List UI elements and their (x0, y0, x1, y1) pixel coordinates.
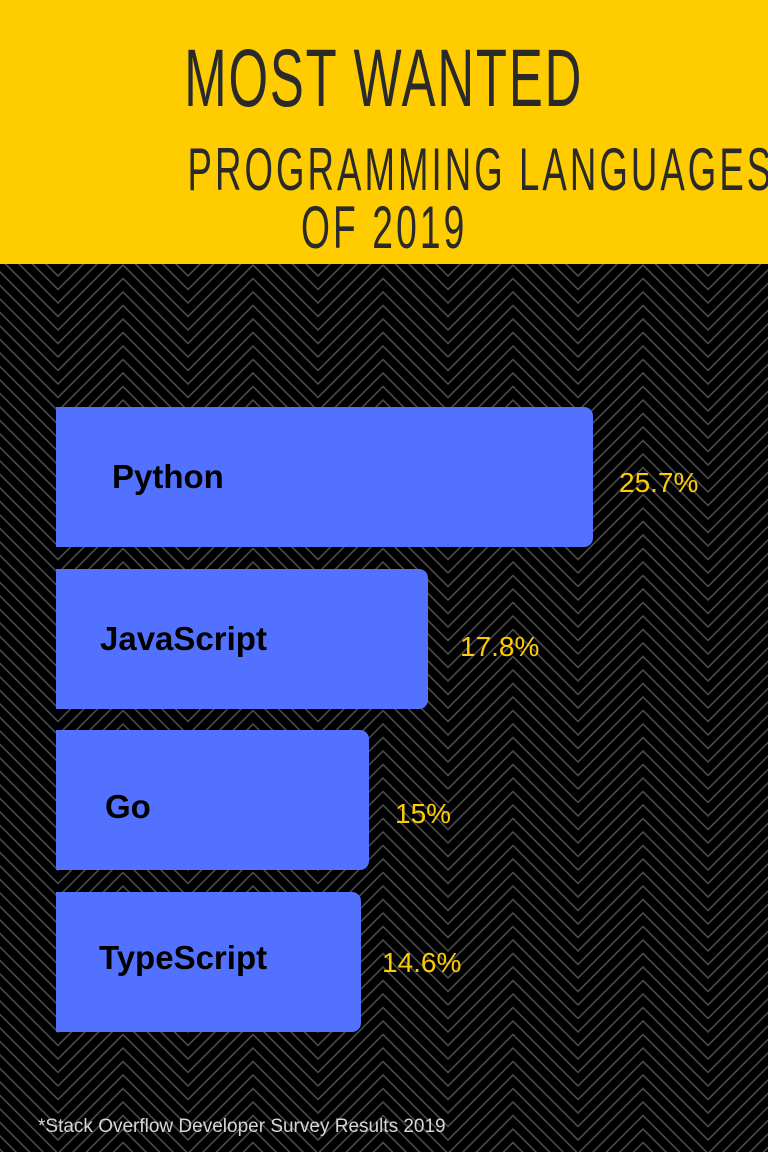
value-label-javascript: 17.8% (460, 631, 540, 662)
title-line-2: PROGRAMMING LANGUAGES (0, 140, 768, 200)
value-label-python: 25.7% (619, 467, 699, 498)
title-subtitle: PROGRAMMING LANGUAGES (187, 136, 768, 203)
bar-label-go: Go (105, 788, 151, 825)
title-main: MOST WANTED (184, 33, 584, 124)
source-footnote: *Stack Overflow Developer Survey Results… (38, 1116, 446, 1137)
bar-go: Go (56, 730, 369, 870)
bar-label-python: Python (112, 458, 224, 495)
title-line-3: OF 2019 (0, 198, 768, 258)
title-banner: MOST WANTED PROGRAMMING LANGUAGES OF 201… (0, 0, 768, 264)
bar-javascript: JavaScript (56, 569, 428, 709)
title-year: OF 2019 (300, 194, 468, 261)
bar-typescript: TypeScript (56, 892, 361, 1032)
title-line-1: MOST WANTED (0, 38, 768, 120)
bar-python: Python (56, 407, 593, 547)
bar-label-typescript: TypeScript (99, 939, 268, 976)
value-label-go: 15% (395, 798, 452, 829)
chart-panel: Python 25.7% JavaScript 17.8% Go 15% Typ… (0, 264, 768, 1152)
value-label-typescript: 14.6% (382, 947, 462, 978)
bar-label-javascript: JavaScript (100, 620, 267, 657)
